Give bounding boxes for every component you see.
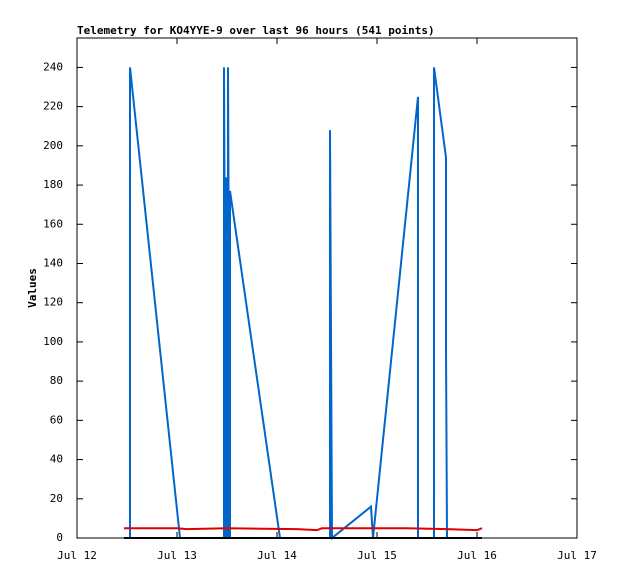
chart-title: Telemetry for KO4YYE-9 over last 96 hour… [77,24,435,37]
x-tick-label: Jul 15 [357,549,397,562]
y-tick-label: 160 [43,217,63,230]
y-tick-label: 0 [56,531,63,544]
x-tick-label: Jul 12 [57,549,97,562]
y-tick-label: 80 [50,374,63,387]
y-tick-label: 180 [43,178,63,191]
y-tick-label: 100 [43,335,63,348]
y-axis-label: Values [26,268,39,308]
y-tick-label: 60 [50,413,63,426]
series-line [124,527,483,532]
y-tick-label: 20 [50,492,63,505]
y-tick-label: 200 [43,139,63,152]
y-tick-label: 40 [50,453,63,466]
plot-frame [76,37,578,539]
x-tick-label: Jul 14 [257,549,297,562]
y-tick-label: 140 [43,256,63,269]
series-line [129,67,448,541]
x-tick-label: Jul 13 [157,549,197,562]
y-tick-label: 120 [43,296,63,309]
y-tick-label: 240 [43,60,63,73]
x-tick-label: Jul 16 [457,549,497,562]
x-tick-label: Jul 17 [557,549,597,562]
y-tick-label: 220 [43,100,63,113]
